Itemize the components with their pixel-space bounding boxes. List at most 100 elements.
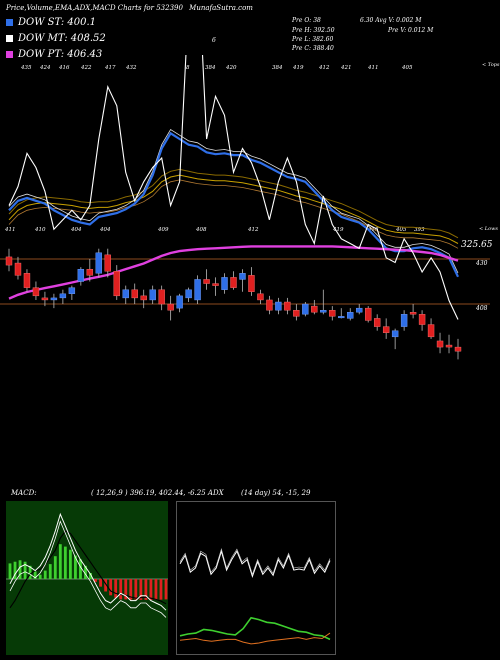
- macd-label: MACD:: [11, 489, 37, 497]
- candle-body: [320, 309, 327, 313]
- stat-pre-high: Pre H: 392.50: [292, 27, 335, 34]
- marker-label: 6: [212, 37, 216, 44]
- top-tick-label: 422: [80, 65, 92, 71]
- candle-body: [356, 307, 363, 313]
- candle-body: [400, 314, 408, 327]
- macd-histogram-bar: [33, 571, 37, 579]
- macd-histogram-bar: [18, 560, 22, 579]
- candle-body: [409, 312, 417, 315]
- candle-body: [275, 301, 282, 311]
- ema-fast-white-line: [8, 128, 459, 274]
- macd-histogram-bar: [159, 579, 163, 600]
- macd-histogram-bar: [154, 579, 158, 600]
- candle-body: [122, 289, 129, 299]
- top-tick-label: 419: [292, 65, 304, 71]
- candle-body: [293, 309, 300, 317]
- candle-body: [212, 283, 219, 286]
- candle-body: [41, 297, 49, 301]
- macd-histogram-bar: [84, 565, 87, 579]
- top-tick-label: 424: [39, 65, 51, 71]
- adx-line: [179, 549, 331, 578]
- candle-body: [149, 289, 156, 301]
- lows-label: < Lows: [479, 226, 498, 232]
- candle-body: [113, 271, 120, 297]
- tops-label: < Tops: [482, 62, 500, 68]
- stat-pre-close: Pre C: 388.40: [292, 45, 334, 52]
- adx-minus-di-line: [179, 632, 331, 645]
- macd-histogram-bar: [119, 579, 123, 600]
- candle-body: [176, 295, 183, 309]
- bottom-tick-label: 404: [70, 227, 82, 233]
- candle-body: [266, 299, 273, 311]
- top-tick-label: 435: [20, 65, 32, 71]
- macd-histogram-bar: [63, 546, 67, 579]
- macd-histogram-bar: [99, 579, 102, 587]
- legend-dow-pt: DOW PT: 406.43: [6, 49, 102, 60]
- top-tick-label: 432: [125, 65, 137, 71]
- candle-body: [23, 273, 31, 288]
- bottom-tick-label: 409: [157, 227, 169, 233]
- price-chart: 325.65 430 408 < Tops < Lows 435 424 416 42…: [0, 55, 500, 360]
- candle-body: [158, 289, 165, 305]
- macd-histogram-bar: [38, 574, 42, 579]
- candle-body: [284, 301, 291, 311]
- candle-body: [68, 287, 76, 294]
- legend-swatch-st: [6, 19, 13, 26]
- candle-body: [418, 314, 426, 325]
- stat-pre-low: Pre L: 382.60: [292, 36, 334, 43]
- macd-series: [8, 512, 168, 618]
- candle-body: [95, 252, 103, 274]
- bottom-tick-label: 410: [34, 227, 46, 233]
- ema-fast-line: [8, 131, 459, 278]
- candle-body: [77, 268, 85, 282]
- macd-histogram-bar: [109, 579, 113, 596]
- candle-body: [185, 289, 192, 299]
- macd-line: [9, 512, 167, 611]
- legend-dow-st: DOW ST: 400.1: [6, 17, 96, 28]
- high-line-label: 325.65: [461, 240, 493, 250]
- candle-body: [248, 275, 255, 292]
- top-tick-label: 412: [318, 65, 330, 71]
- candle-body: [50, 297, 58, 301]
- candle-body: [5, 256, 13, 266]
- candle-body: [454, 346, 462, 352]
- level-2-label: 408: [475, 305, 488, 312]
- macd-histogram-bar: [8, 563, 12, 579]
- macd-histogram-bar: [74, 555, 77, 579]
- candle-body: [382, 326, 390, 333]
- candle-body: [302, 303, 309, 315]
- candle-body: [427, 324, 435, 338]
- candle-body: [445, 344, 453, 348]
- level-1-label: 430: [475, 260, 488, 267]
- bottom-tick-labels: 411 410 404 404 409 408 412 419 418 405 393: [4, 227, 425, 233]
- adx-panel: [176, 501, 336, 655]
- stat-pre-volume: Pre V: 0.012 M: [388, 27, 434, 34]
- macd-histogram-bar: [124, 579, 128, 600]
- macd-histogram-bar: [139, 579, 143, 600]
- top-tick-label: 405: [401, 65, 413, 71]
- top-tick-label: 417: [104, 65, 116, 71]
- candle-body: [167, 303, 174, 311]
- candle-body: [338, 316, 345, 319]
- bottom-tick-label: 408: [195, 227, 207, 233]
- candle-body: [257, 293, 264, 301]
- bottom-tick-label: 404: [99, 227, 111, 233]
- macd-line-shadow: [9, 520, 167, 618]
- candle-body: [59, 293, 67, 299]
- macd-histogram-bar: [94, 579, 97, 582]
- candles: [5, 248, 462, 360]
- candle-body: [140, 295, 147, 301]
- legend-label-pt: DOW PT: 406.43: [18, 49, 103, 60]
- bottom-tick-label: 419: [332, 227, 344, 233]
- bottom-tick-label: 405: [395, 227, 407, 233]
- adx-line-shadow: [179, 548, 331, 576]
- bottom-tick-label: 393: [414, 227, 425, 233]
- candle-body: [329, 309, 336, 317]
- candle-body: [436, 340, 444, 348]
- candle-body: [311, 305, 318, 313]
- macd-histogram-bar: [114, 579, 118, 598]
- candle-body: [194, 279, 201, 301]
- candle-body: [391, 330, 399, 338]
- candle-body: [32, 287, 40, 297]
- macd-histogram-bar: [164, 579, 168, 600]
